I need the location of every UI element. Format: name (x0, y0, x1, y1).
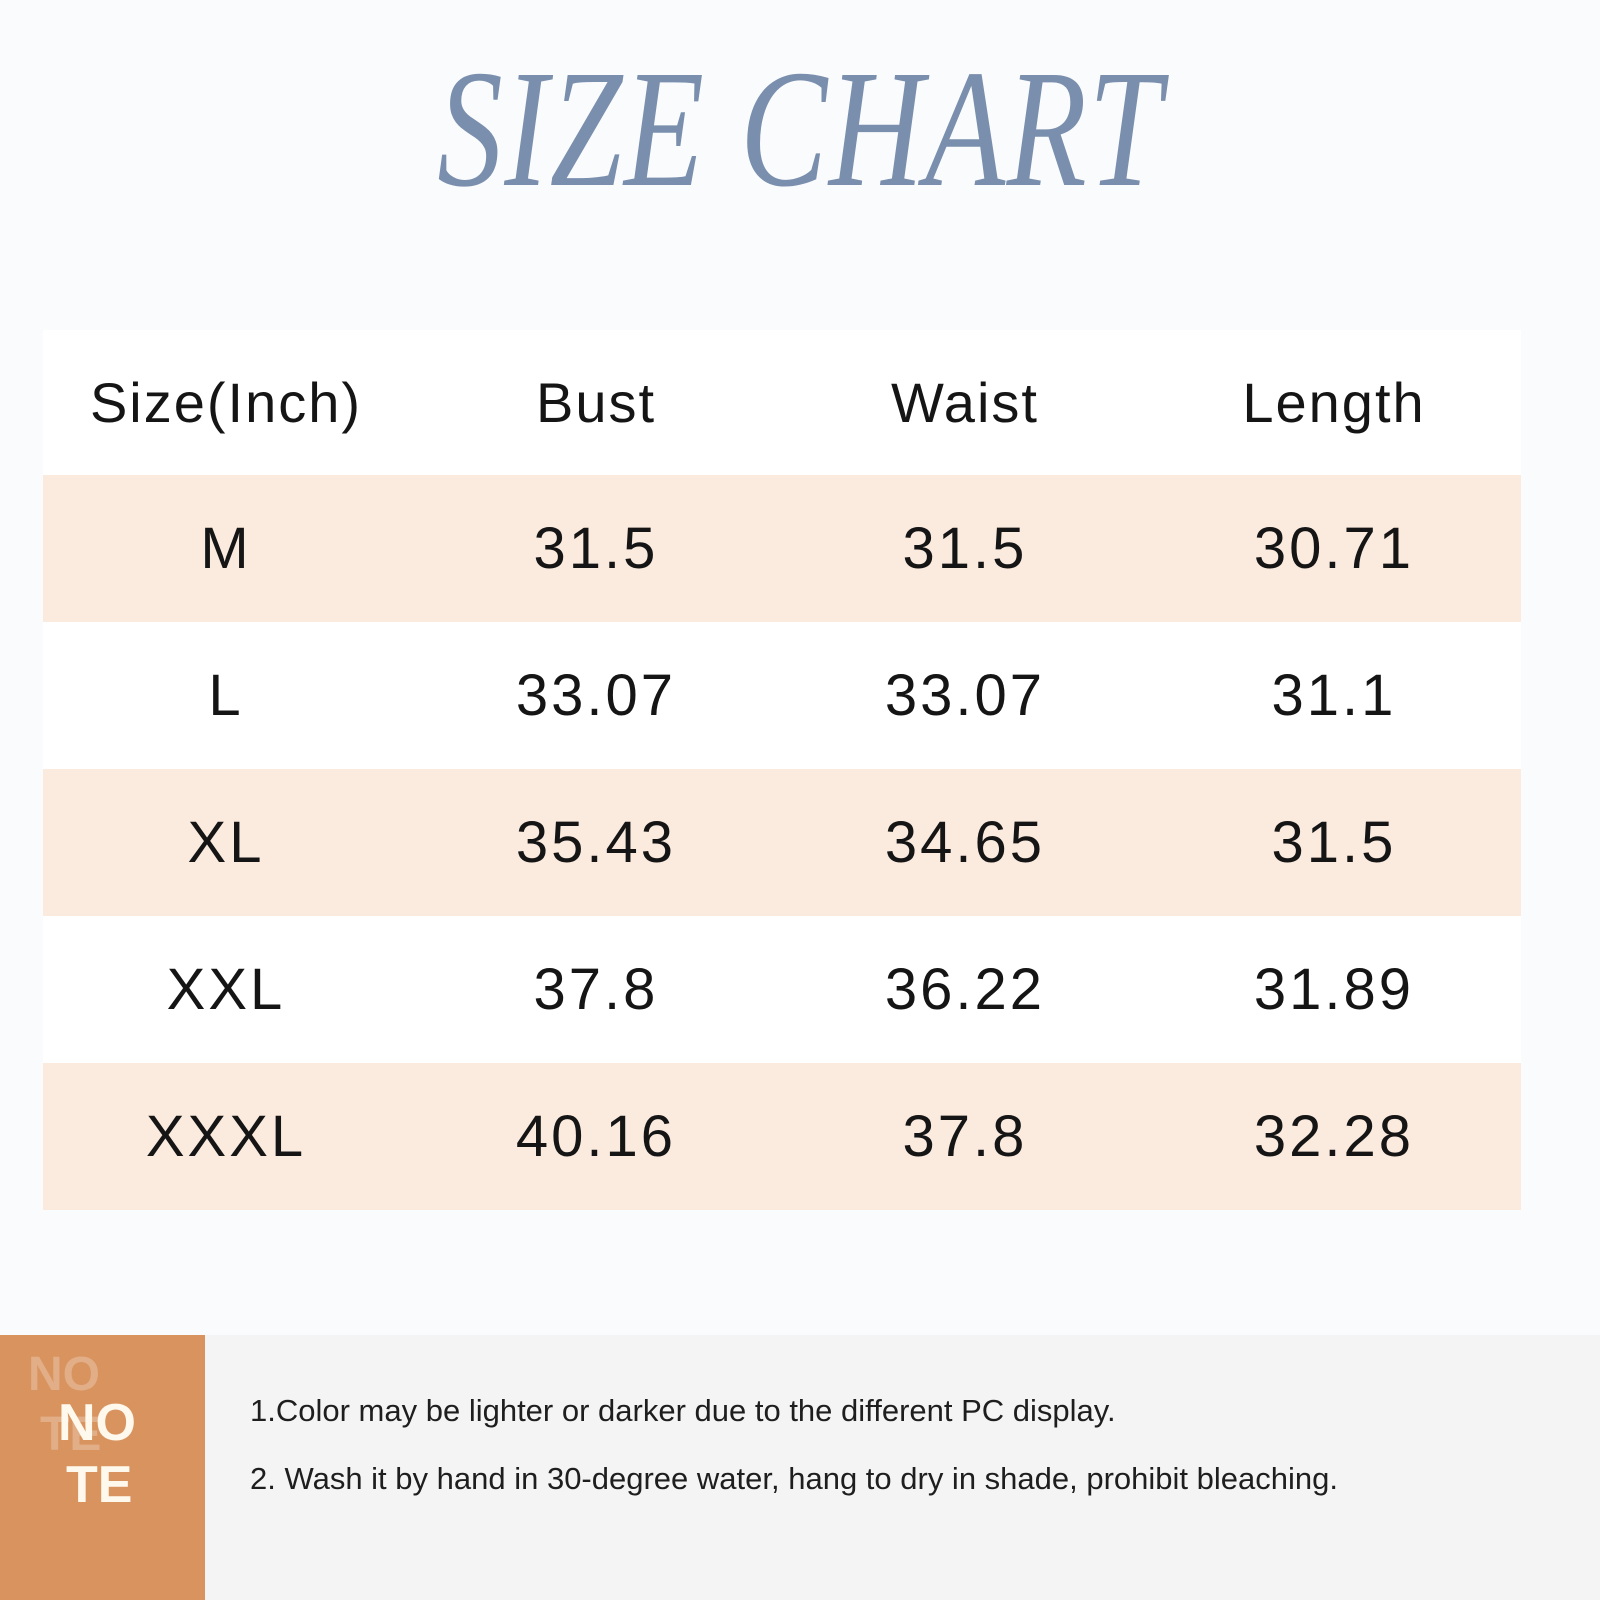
cell-waist: 36.22 (884, 957, 1046, 1022)
cell-length: 31.1 (1271, 663, 1397, 728)
cell-length: 30.71 (1253, 516, 1415, 581)
cell-waist: 37.8 (902, 1104, 1028, 1169)
table-row: M 31.5 31.5 30.71 (43, 475, 1521, 622)
table-row: XL 35.43 34.65 31.5 (43, 769, 1521, 916)
header-length: Length (1242, 371, 1426, 434)
cell-bust: 33.07 (515, 663, 677, 728)
note-line-1: 1.Color may be lighter or darker due to … (250, 1393, 1116, 1428)
table-row: XXL 37.8 36.22 31.89 (43, 916, 1521, 1063)
cell-bust: 40.16 (515, 1104, 677, 1169)
cell-size: XXL (166, 957, 286, 1022)
note-badge-ghost-top: NO (28, 1348, 100, 1401)
page-title: SIZE CHART (437, 36, 1163, 222)
cell-size: XXXL (145, 1104, 307, 1169)
note-badge-bottom: TE (66, 1456, 133, 1514)
table-row: XXXL 40.16 37.8 32.28 (43, 1063, 1521, 1210)
cell-waist: 34.65 (884, 810, 1046, 875)
note-section: NO TE NO TE 1.Color may be lighter or da… (0, 1335, 1600, 1600)
size-table: Size(Inch) Bust Waist Length M 31.5 31.5… (43, 330, 1521, 1210)
note-badge-ghost-bottom: TE (40, 1408, 102, 1461)
cell-size: L (208, 663, 244, 728)
cell-bust: 37.8 (533, 957, 659, 1022)
header-waist: Waist (891, 371, 1039, 434)
cell-length: 31.5 (1271, 810, 1397, 875)
cell-length: 31.89 (1253, 957, 1415, 1022)
cell-waist: 31.5 (902, 516, 1028, 581)
note-badge-top: NO (58, 1394, 136, 1452)
table-header-row: Size(Inch) Bust Waist Length (43, 330, 1521, 475)
header-size: Size(Inch) (89, 371, 363, 434)
table-row: L 33.07 33.07 31.1 (43, 622, 1521, 769)
cell-size: XL (187, 810, 265, 875)
cell-length: 32.28 (1253, 1104, 1415, 1169)
cell-waist: 33.07 (884, 663, 1046, 728)
cell-bust: 31.5 (533, 516, 659, 581)
note-line-2: 2. Wash it by hand in 30-degree water, h… (250, 1461, 1338, 1496)
cell-size: M (200, 516, 252, 581)
header-bust: Bust (535, 371, 657, 434)
cell-bust: 35.43 (515, 810, 677, 875)
note-badge: NO TE NO TE (0, 1335, 205, 1600)
